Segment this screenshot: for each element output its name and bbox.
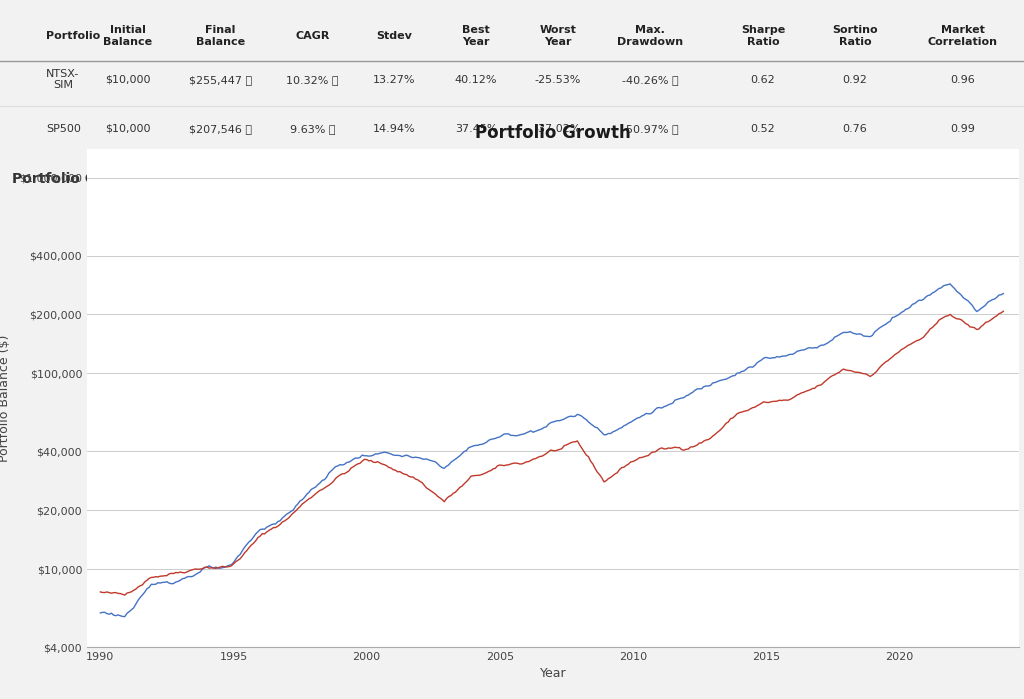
NTSX-SIM (997, 289, 1010, 298)
Text: 40.12%: 40.12% (455, 75, 498, 85)
NTSX-SIM (908, 299, 921, 308)
Text: -40.26% ⓘ: -40.26% ⓘ (622, 75, 679, 85)
Text: $10,000: $10,000 (105, 75, 151, 85)
SP500 (398, 470, 411, 478)
Text: $10,000: $10,000 (105, 124, 151, 134)
Text: 13.27%: 13.27% (373, 75, 416, 85)
NTSX-SIM (94, 609, 106, 617)
Text: 14.94%: 14.94% (373, 124, 416, 134)
NTSX-SIM (367, 451, 379, 459)
X-axis label: Year: Year (540, 668, 566, 680)
Text: Sharpe
Ratio: Sharpe Ratio (740, 25, 785, 47)
Title: Portfolio Growth: Portfolio Growth (475, 124, 631, 142)
Line: SP500: SP500 (100, 311, 1004, 595)
Text: 10.32% ⓘ: 10.32% ⓘ (286, 75, 339, 85)
SP500 (598, 477, 610, 486)
Text: Market
Correlation: Market Correlation (928, 25, 997, 47)
Text: -37.02%: -37.02% (535, 124, 582, 134)
Text: SP500: SP500 (46, 124, 81, 134)
Y-axis label: Portfolio Balance ($): Portfolio Balance ($) (0, 334, 11, 461)
Line: NTSX-SIM: NTSX-SIM (100, 284, 1004, 617)
Text: 0.96: 0.96 (950, 75, 975, 85)
Text: 0.52: 0.52 (751, 124, 775, 134)
SP500 (119, 591, 131, 599)
Text: 0.76: 0.76 (843, 124, 867, 134)
NTSX-SIM (944, 280, 956, 288)
Text: -50.97% ⓘ: -50.97% ⓘ (622, 124, 679, 134)
Text: Stdev: Stdev (376, 31, 413, 41)
Text: 9.63% ⓘ: 9.63% ⓘ (290, 124, 335, 134)
SP500 (997, 307, 1010, 315)
Text: Portfolio: Portfolio (46, 31, 100, 41)
Text: Initial
Balance: Initial Balance (103, 25, 153, 47)
Text: $255,447 ⓘ: $255,447 ⓘ (188, 75, 252, 85)
Text: -25.53%: -25.53% (535, 75, 582, 85)
Text: 0.62: 0.62 (751, 75, 775, 85)
Text: Best
Year: Best Year (462, 25, 490, 47)
Text: Max.
Drawdown: Max. Drawdown (617, 25, 683, 47)
SP500 (731, 410, 743, 418)
NTSX-SIM (598, 431, 610, 439)
Text: 0.99: 0.99 (950, 124, 975, 134)
Text: 0.92: 0.92 (843, 75, 867, 85)
Text: 37.45%: 37.45% (455, 124, 498, 134)
NTSX-SIM (731, 369, 743, 377)
Text: Portfolio Growth: Portfolio Growth (12, 172, 142, 186)
Text: Final
Balance: Final Balance (196, 25, 245, 47)
SP500 (94, 588, 106, 596)
Text: $207,546 ⓘ: $207,546 ⓘ (188, 124, 252, 134)
NTSX-SIM (119, 612, 131, 621)
Text: Worst
Year: Worst Year (540, 25, 577, 47)
SP500 (367, 458, 379, 466)
NTSX-SIM (398, 452, 411, 460)
SP500 (908, 338, 921, 346)
NTSX-SIM (758, 354, 770, 362)
Text: Sortino
Ratio: Sortino Ratio (833, 25, 878, 47)
Text: CAGR: CAGR (295, 31, 330, 41)
SP500 (758, 398, 770, 406)
Text: NTSX-
SIM: NTSX- SIM (46, 69, 80, 90)
